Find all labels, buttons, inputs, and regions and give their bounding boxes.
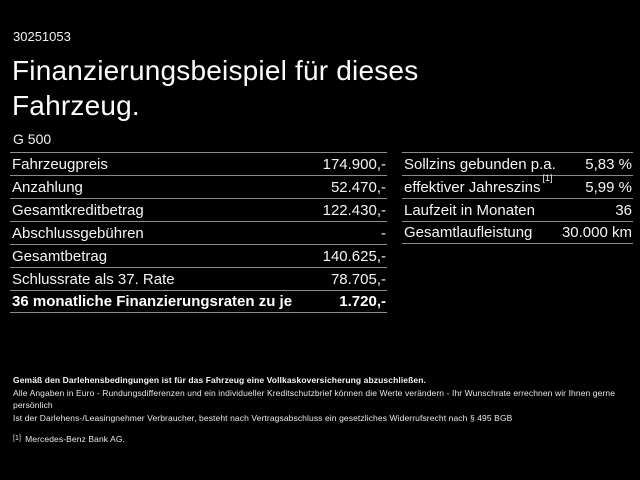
row-value: 5,83 % (585, 155, 632, 173)
row-value: 5,99 % (585, 178, 632, 196)
row-label: Fahrzeugpreis (12, 155, 108, 173)
row-label: effektiver Jahreszins[1] (404, 173, 553, 196)
table-row-gesamtkreditbetrag: Gesamtkreditbetrag 122.430,- (10, 198, 387, 221)
row-label: 36 monatliche Finanzierungsraten zu je (12, 293, 293, 310)
vehicle-model: G 500 (13, 131, 52, 147)
page-title: Finanzierungsbeispiel für dieses Fahrzeu… (12, 53, 418, 123)
footnote-text: Mercedes-Benz Bank AG. (25, 434, 126, 444)
table-row-schlussrate: Schlussrate als 37. Rate 78.705,- (10, 267, 387, 290)
row-value: - (381, 224, 386, 242)
row-label: Gesamtkreditbetrag (12, 201, 144, 219)
footnote-marker-superscript: [1] (542, 173, 553, 183)
footnote-marker: [1] (13, 435, 22, 442)
legal-footer: Gemäß den Darlehensbedingungen ist für d… (13, 374, 631, 448)
row-value: 122.430,- (322, 201, 386, 219)
row-value: 1.720,- (339, 293, 386, 310)
row-value: 52.470,- (330, 178, 386, 196)
row-value: 30.000 km (561, 224, 632, 241)
legal-line-insurance: Gemäß den Darlehensbedingungen ist für d… (13, 375, 426, 385)
table-row-gesamtlaufleistung: Gesamtlaufleistung 30.000 km (402, 221, 633, 244)
legal-line-disclaimer: Alle Angaben in Euro - Rundungsdifferenz… (13, 387, 616, 411)
legal-line-widerruf: Ist der Darlehens-/Leasingnehmer Verbrau… (13, 412, 513, 423)
table-row-anzahlung: Anzahlung 52.470,- (10, 175, 387, 198)
row-label: Anzahlung (12, 178, 83, 196)
financing-table-right: Sollzins gebunden p.a. 5,83 % effektiver… (402, 152, 633, 244)
financing-table-left: Fahrzeugpreis 174.900,- Anzahlung 52.470… (10, 152, 387, 313)
row-label: Schlussrate als 37. Rate (12, 270, 175, 288)
row-label: Sollzins gebunden p.a. (404, 155, 556, 173)
reference-number: 30251053 (13, 29, 71, 44)
table-row-effektiver-jahreszins: effektiver Jahreszins[1] 5,99 % (402, 173, 633, 198)
table-row-abschlussgebuehren: Abschlussgebühren - (10, 221, 387, 244)
row-label: Gesamtbetrag (12, 247, 108, 265)
footnote: [1] Mercedes-Benz Bank AG. (13, 433, 631, 448)
row-value: 174.900,- (322, 155, 386, 173)
row-label: Laufzeit in Monaten (404, 201, 535, 219)
table-row-monatsrate: 36 monatliche Finanzierungsraten zu je 1… (10, 290, 387, 313)
page-title-line2: Fahrzeug. (12, 90, 140, 121)
row-value: 140.625,- (322, 247, 386, 265)
row-label: Gesamtlaufleistung (404, 224, 533, 241)
table-row-sollzins: Sollzins gebunden p.a. 5,83 % (402, 152, 633, 175)
table-row-gesamtbetrag: Gesamtbetrag 140.625,- (10, 244, 387, 267)
row-label: Abschlussgebühren (12, 224, 144, 242)
table-row-laufzeit: Laufzeit in Monaten 36 (402, 198, 633, 221)
table-row-fahrzeugpreis: Fahrzeugpreis 174.900,- (10, 152, 387, 175)
row-value: 36 (615, 201, 632, 219)
page-title-line1: Finanzierungsbeispiel für dieses (12, 55, 419, 86)
row-value: 78.705,- (330, 270, 386, 288)
